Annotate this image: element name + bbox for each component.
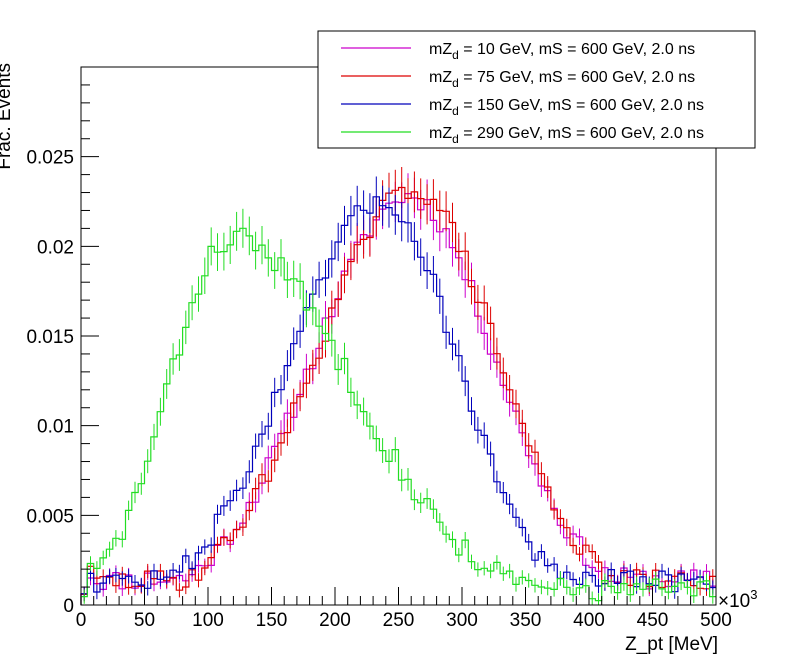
series-cc00cc xyxy=(80,173,716,605)
y-tick-label: 0 xyxy=(63,596,74,617)
series-0000bb xyxy=(80,176,716,605)
tick-labels: 0 50 100 150 200 250 300 350 400 450 500 0 0.005 0.01… xyxy=(26,148,731,631)
legend-entry: mZd = 150 GeV, mS = 600 GeV, 2.0 ns xyxy=(341,97,704,118)
y-tick-label: 0.005 xyxy=(26,506,74,527)
x-axis-title: Z_pt [MeV] xyxy=(625,634,718,655)
x-tick-label: 200 xyxy=(319,610,351,631)
series-22dd22 xyxy=(80,208,716,605)
x-tick-label: 250 xyxy=(383,610,415,631)
x-tick-label: 350 xyxy=(510,610,542,631)
y-tick-label: 0.015 xyxy=(26,327,74,348)
histogram-line xyxy=(80,196,716,605)
ticks-layer xyxy=(80,66,717,606)
y-axis-title: Frac. Events xyxy=(0,63,15,170)
x-axis-multiplier: ×103 xyxy=(718,587,757,612)
x-tick-label: 50 xyxy=(134,610,155,631)
x-tick-label: 300 xyxy=(446,610,478,631)
series-dd0000 xyxy=(80,167,716,605)
y-tick-label: 0.01 xyxy=(37,417,74,438)
legend-entry: mZd = 75 GeV, mS = 600 GeV, 2.0 ns xyxy=(341,69,695,90)
x-tick-label: 150 xyxy=(256,610,288,631)
legend-entry: mZd = 10 GeV, mS = 600 GeV, 2.0 ns xyxy=(341,41,695,62)
x-tick-label: 500 xyxy=(700,610,732,631)
legend-entry: mZd = 290 GeV, mS = 600 GeV, 2.0 ns xyxy=(341,125,704,146)
x-tick-label: 400 xyxy=(573,610,605,631)
y-tick-label: 0.025 xyxy=(26,148,74,169)
legend: mZd = 10 GeV, mS = 600 GeV, 2.0 ns mZd = … xyxy=(317,30,756,149)
series-layer xyxy=(80,167,716,605)
legend-label: mZd = 290 GeV, mS = 600 GeV, 2.0 ns xyxy=(429,125,704,146)
x-tick-label: 0 xyxy=(76,610,87,631)
legend-label: mZd = 10 GeV, mS = 600 GeV, 2.0 ns xyxy=(429,41,695,62)
histogram-line xyxy=(80,227,716,605)
histogram-line xyxy=(80,193,716,605)
legend-label: mZd = 150 GeV, mS = 600 GeV, 2.0 ns xyxy=(429,97,704,118)
x-tick-label: 450 xyxy=(637,610,669,631)
legend-entries: mZd = 10 GeV, mS = 600 GeV, 2.0 ns mZd = … xyxy=(341,41,704,146)
legend-label: mZd = 75 GeV, mS = 600 GeV, 2.0 ns xyxy=(429,69,695,90)
x-tick-label: 100 xyxy=(192,610,224,631)
y-tick-label: 0.02 xyxy=(37,237,74,258)
histogram-line xyxy=(80,186,716,605)
legend-box xyxy=(317,30,756,149)
